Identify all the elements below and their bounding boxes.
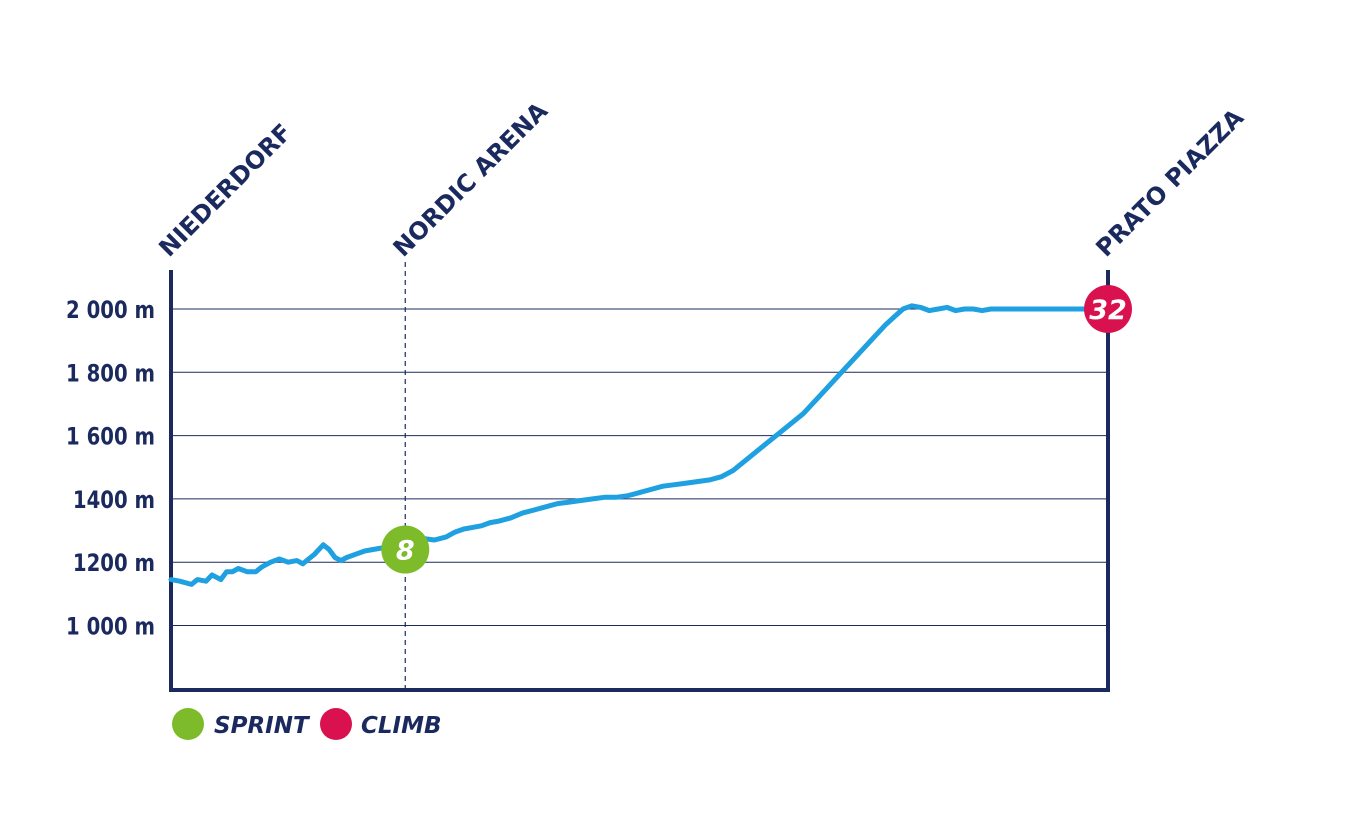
y-tick-label-1400: 1400 m bbox=[73, 487, 155, 514]
legend-sprint-swatch bbox=[172, 708, 204, 740]
y-tick-label-1800: 1 800 m bbox=[66, 361, 155, 388]
y-tick-label-2000: 2 000 m bbox=[66, 297, 155, 324]
climb-marker-label: 32 bbox=[1089, 295, 1127, 326]
location-label-nordic-arena: NORDIC ARENA bbox=[388, 97, 554, 263]
profile-layer bbox=[168, 303, 1111, 587]
elevation-profile-line bbox=[168, 303, 1111, 587]
climb-marker bbox=[1084, 285, 1132, 333]
axes bbox=[169, 270, 1110, 692]
location-label-niederdorf: NIEDERDORF bbox=[153, 118, 297, 262]
y-tick-label-1200: 1200 m bbox=[73, 550, 155, 577]
y-tick-label-1000: 1 000 m bbox=[66, 614, 155, 641]
location-label-prato-piazza: PRATO PIAZZA bbox=[1090, 103, 1249, 262]
legend-sprint-label: SPRINT bbox=[214, 713, 311, 739]
legend: SPRINT CLIMB bbox=[172, 708, 442, 740]
grid-lines bbox=[171, 308, 1108, 626]
y-tick-label-1600: 1 600 m bbox=[66, 424, 155, 451]
location-labels: NIEDERDORF NORDIC ARENA PRATO PIAZZA bbox=[153, 97, 1249, 690]
sprint-marker bbox=[381, 525, 430, 574]
y-tick-labels: 1 000 m 1200 m 1400 m 1 600 m 1 800 m 2 000 m bbox=[66, 297, 155, 641]
legend-climb-label: CLIMB bbox=[361, 713, 442, 739]
markers: 8 32 bbox=[381, 285, 1132, 574]
legend-climb-swatch bbox=[320, 708, 352, 740]
sprint-marker-label: 8 bbox=[396, 536, 415, 567]
